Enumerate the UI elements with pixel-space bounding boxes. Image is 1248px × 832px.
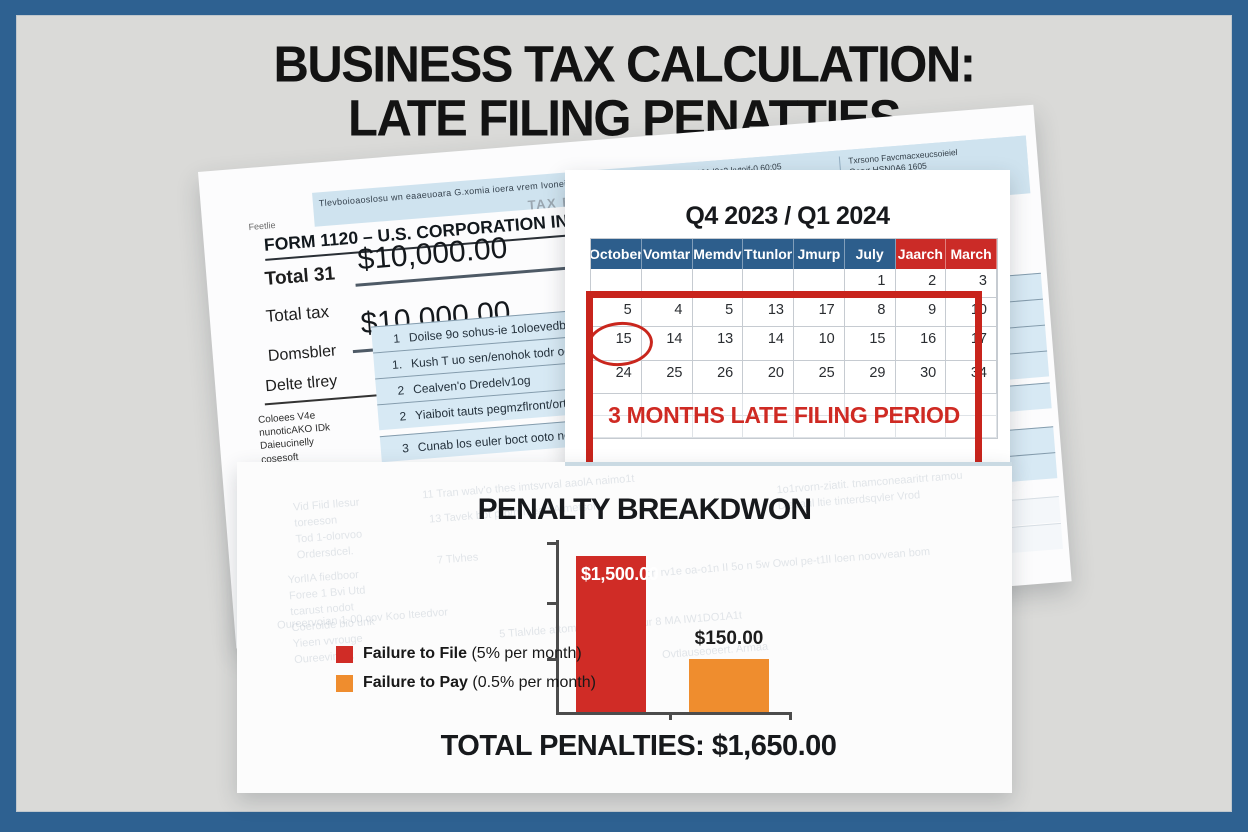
calendar-empty-cell (641, 416, 693, 438)
penalty-chart-card: Vid Fiid Ilesur toreeson Tod 1-olorvoo O… (237, 462, 1012, 793)
calendar-empty-cell (692, 416, 744, 438)
calendar-header-cell: Memdv (692, 239, 744, 269)
calendar-cell: 26 (692, 361, 744, 394)
calendar-empty-cell (692, 394, 744, 416)
y-axis-tick (547, 542, 557, 545)
calendar-cell: 30 (895, 361, 947, 394)
legend-item-failure-to-pay: Failure to Pay (0.5% per month) (336, 674, 596, 692)
paper-edge-strip (565, 462, 1012, 466)
calendar-cell: 13 (743, 298, 794, 327)
x-axis-tick (789, 712, 792, 720)
calendar-cell: 5 (692, 298, 744, 327)
calendar-cell: 29 (844, 361, 896, 394)
calendar-cell: 5 (591, 298, 642, 327)
watermark-text: on rv1e oa-o1n II 5o n 5w Owol pe-t1lI l… (644, 545, 931, 581)
x-axis (556, 712, 792, 715)
bar-value-label: $1,500.00 (581, 564, 659, 584)
legend-label: Failure to File (363, 645, 468, 662)
calendar-cell: 24 (591, 361, 642, 394)
calendar-cell: 4 (641, 298, 693, 327)
late-period-label: 3 MONTHS LATE FILING PERIOD (608, 402, 960, 428)
calendar-cell-circled: 15 (591, 327, 642, 361)
calendar-cell: 10 (794, 327, 845, 361)
calendar-empty-cell (591, 416, 642, 438)
calendar-header-cell: Jaarch (895, 239, 947, 269)
legend-color-swatch-red (336, 645, 353, 663)
y-axis-tick (547, 602, 557, 605)
legend-label: Failure to Pay (363, 674, 468, 691)
form-field-3-label: Domsbler (267, 342, 337, 365)
calendar-cell: 25 (794, 361, 845, 394)
calendar-empty-cell (895, 416, 947, 438)
bar-failure-to-file: $1,500.00 (576, 556, 659, 712)
calendar-empty-cell (641, 394, 693, 416)
calendar-empty-cell (946, 394, 997, 416)
form-preprint-label: Feetlie (248, 219, 276, 233)
page-title: BUSINESS TAX CALCULATION: LATE FILING PE… (16, 36, 1232, 147)
calendar-card: Q4 2023 / Q1 2024 October Vomtar Memdv T… (565, 170, 1010, 470)
bar-failure-to-pay (689, 659, 769, 712)
calendar-header-cell: Vomtar (641, 239, 693, 269)
calendar-table: October Vomtar Memdv Ttunlor Jmurp July … (590, 238, 998, 439)
calendar-cell: 13 (692, 327, 744, 361)
late-period-box: 3 MONTHS LATE FILING PERIOD (586, 291, 982, 470)
watermark-text: 7 Tlvhes (436, 551, 479, 567)
calendar-empty-cell (743, 394, 794, 416)
chart-legend: Failure to File (5% per month) Failure t… (336, 645, 596, 703)
calendar-title: Q4 2023 / Q1 2024 (685, 202, 890, 230)
calendar-header-cell: March (946, 239, 997, 269)
calendar-header-cell: Ttunlor (743, 239, 794, 269)
x-axis-tick (669, 712, 672, 720)
calendar-header-cell: July (844, 239, 896, 269)
calendar-header-cell: Jmurp (794, 239, 845, 269)
chart-title: PENALTY BREAKDWON (477, 493, 812, 526)
calendar-cell: 14 (743, 327, 794, 361)
y-axis (556, 540, 559, 714)
legend-detail: (5% per month) (467, 645, 582, 662)
calendar-cell: 8 (844, 298, 896, 327)
calendar-cell: 25 (641, 361, 693, 394)
calendar-cell: 20 (743, 361, 794, 394)
calendar-cell: 17 (794, 298, 845, 327)
legend-detail: (0.5% per month) (467, 674, 596, 691)
poster-background: BUSINESS TAX CALCULATION: LATE FILING PE… (16, 15, 1232, 812)
calendar-cell: 14 (641, 327, 693, 361)
calendar-cell: 9 (895, 298, 947, 327)
form-field-totaltax-label: Total tax (265, 301, 330, 326)
calendar-empty-cell (844, 416, 896, 438)
bar-value-label: $150.00 (694, 628, 764, 649)
title-line-1: BUSINESS TAX CALCULATION: (273, 36, 976, 94)
form-field-total31-label: Total 31 (263, 263, 336, 290)
calendar-empty-cell (946, 416, 997, 438)
calendar-empty-cell (794, 416, 845, 438)
calendar-empty-cell (743, 416, 794, 438)
calendar-empty-cell (794, 394, 845, 416)
calendar-empty-cell (895, 394, 947, 416)
calendar-cell: 15 (844, 327, 896, 361)
form-field-4-label: Delte tlrey (264, 372, 338, 396)
form-rule-3 (264, 394, 377, 406)
calendar-empty-cell (591, 394, 642, 416)
legend-color-swatch-orange (336, 674, 353, 692)
legend-item-failure-to-file: Failure to File (5% per month) (336, 645, 596, 663)
calendar-empty-cell (844, 394, 896, 416)
total-penalties-label: TOTAL PENALTIES: $1,650.00 (440, 730, 837, 762)
calendar-header-cell: October (591, 239, 642, 269)
calendar-cell: 16 (895, 327, 947, 361)
y-axis-tick (547, 658, 557, 661)
